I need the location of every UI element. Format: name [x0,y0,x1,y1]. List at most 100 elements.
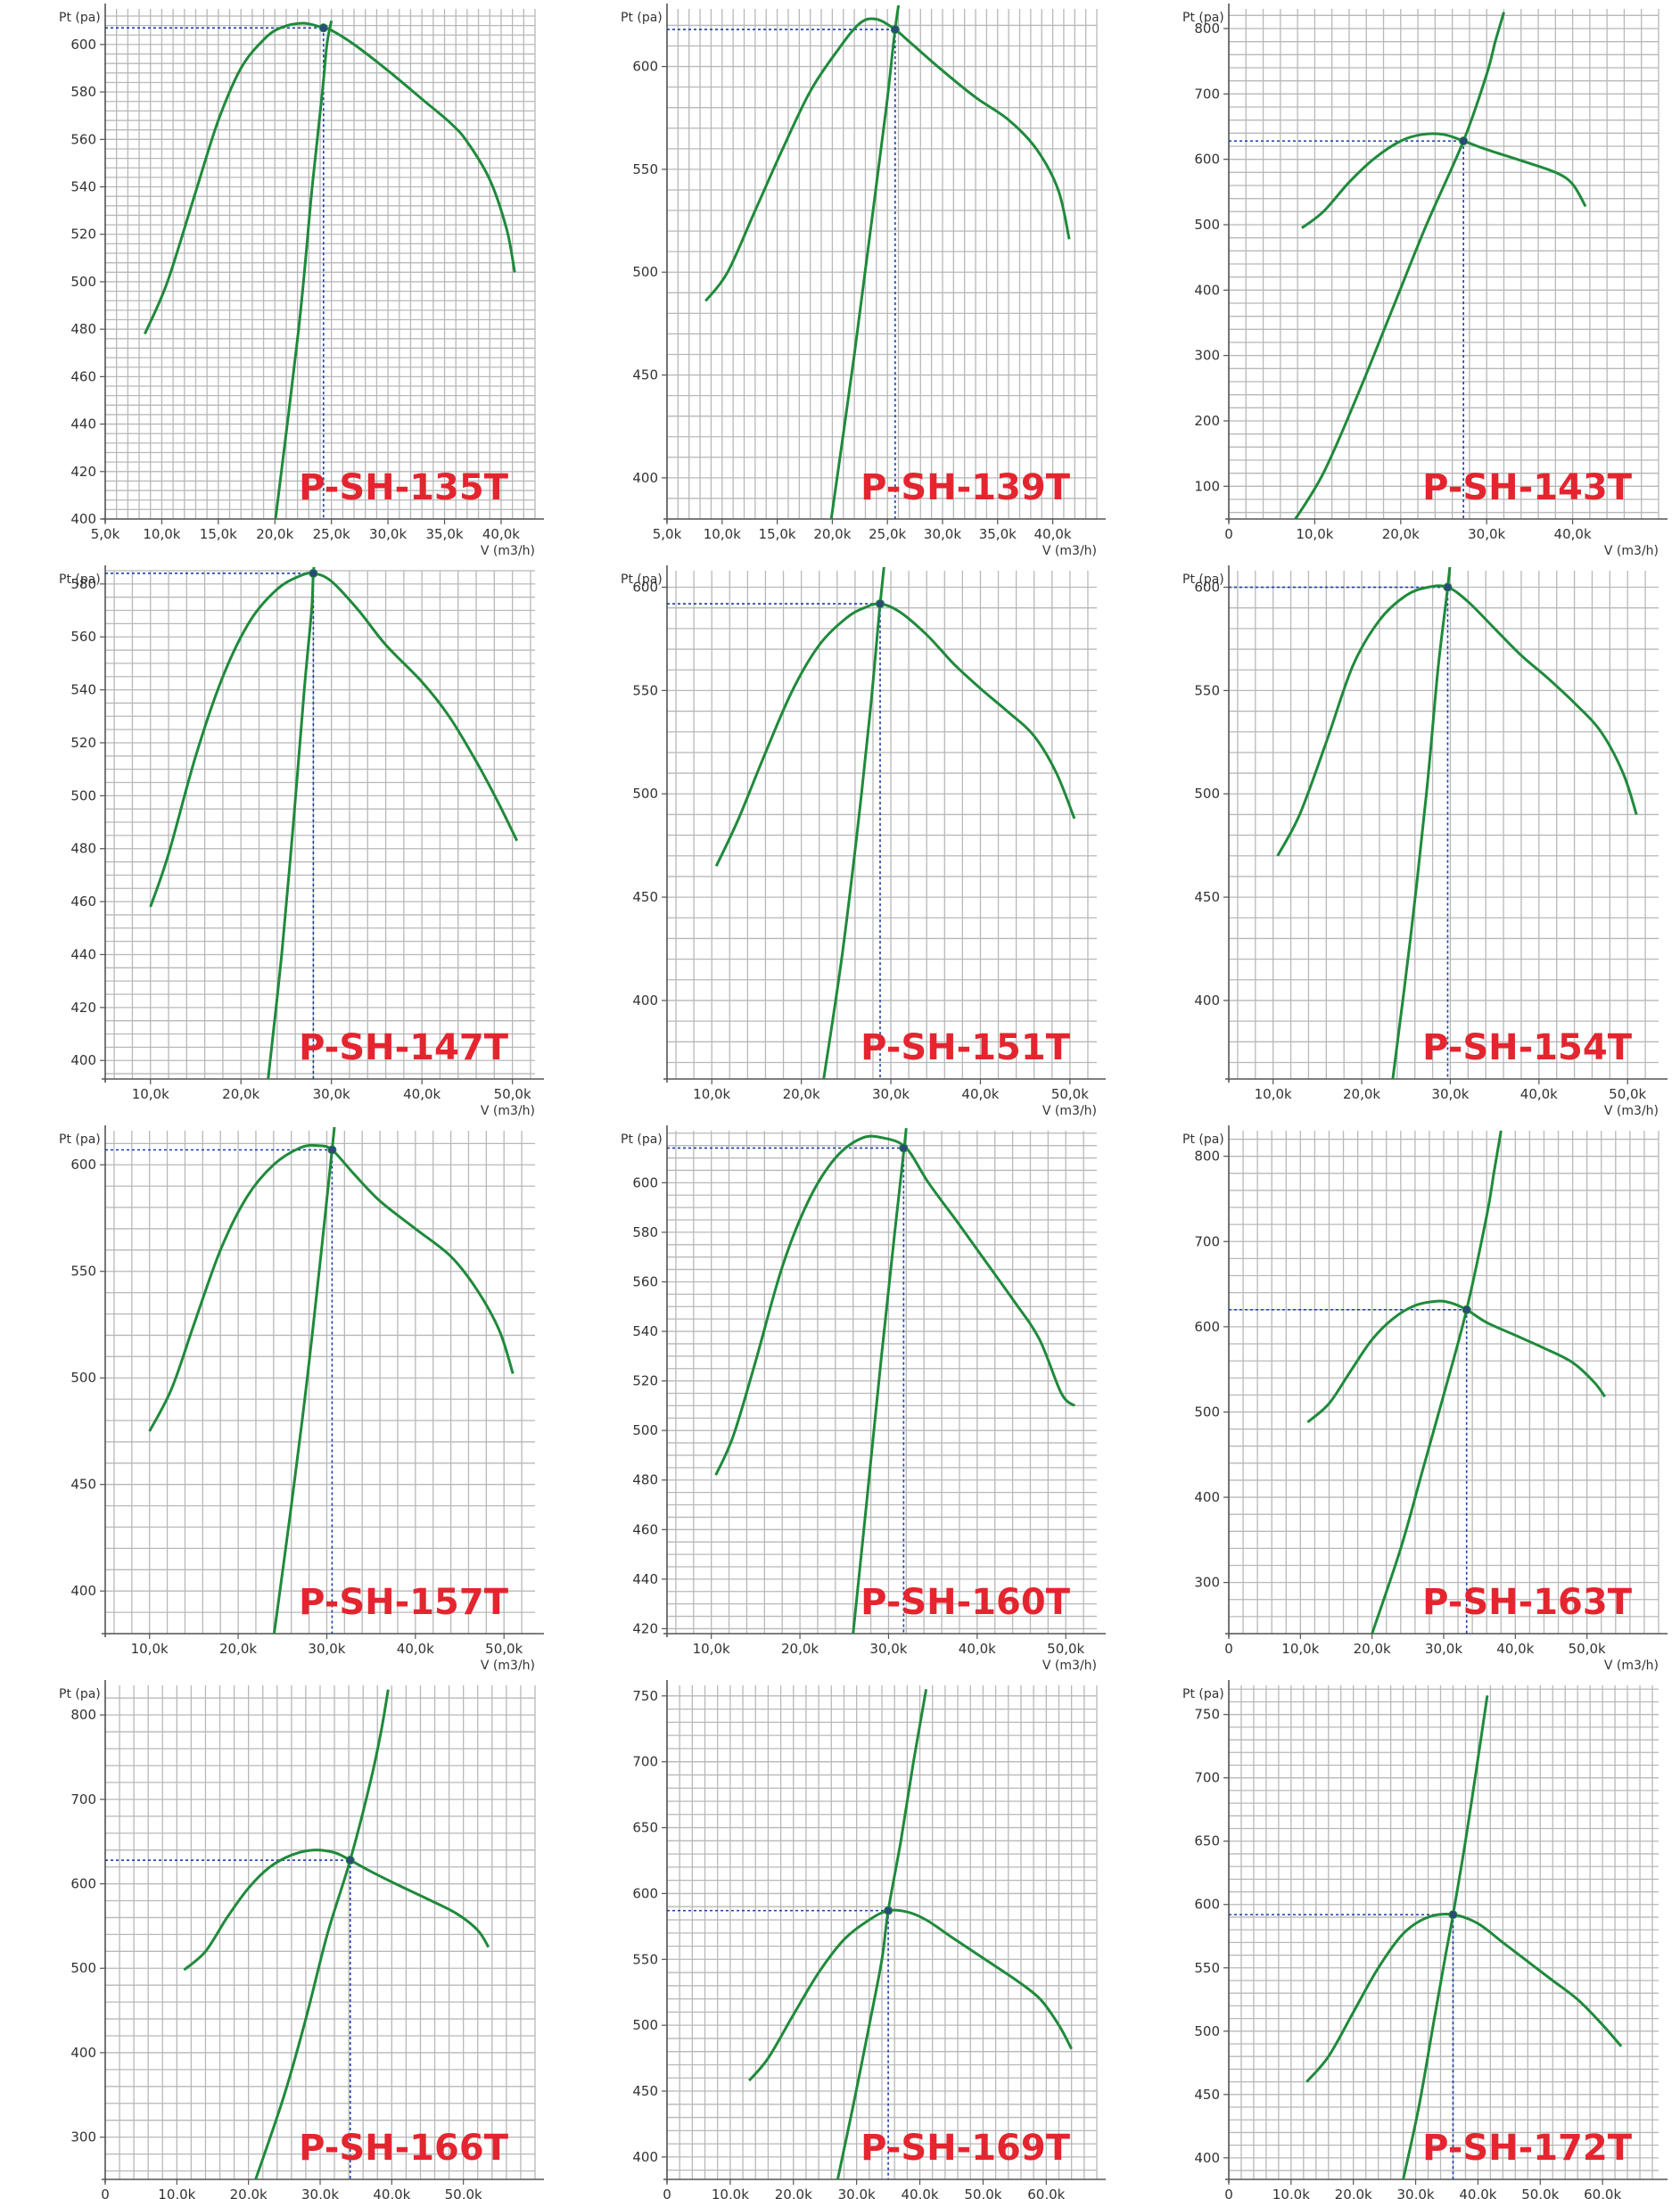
model-label: P-SH-172T [1422,2128,1633,2169]
model-label: P-SH-163T [1422,1582,1633,1623]
curves [1229,1695,1623,2179]
operating-point [899,1143,909,1153]
system-curve [836,1689,928,2179]
y-tick-label: 500 [632,786,658,802]
horizontal-grid-lines [105,1142,535,1635]
fan-curve [704,17,1071,302]
x-axis-title: V (m3/h) [1604,1659,1659,1673]
x-tick-label: 10,0k [131,1641,169,1657]
y-tick-label: 700 [1194,86,1220,102]
chart-panel-p-sh-151t: 400 450 500 550 600 10,0k 20,0k 30,0k 40,0k 50,0k… [621,565,1106,1118]
x-tick-label: 15,0k [200,526,237,542]
y-tick-label: 400 [1194,992,1220,1009]
horizontal-grid-lines [105,1697,535,2172]
y-tick-label: 800 [1194,1149,1220,1165]
chart-panel-p-sh-172t: 400 450 500 550 600 650 700 750 0 10,0k 20,0k 30,0k… [1182,1680,1668,2199]
chart-panel-p-sh-160t: 420 440 460 480 500 520 540 560 580 600 10,0k 20,0k… [621,1125,1106,1673]
x-axis-title: V (m3/h) [1042,1659,1097,1673]
x-tick-label: 30,0k [301,2187,339,2199]
x-tick-label: 30,0k [872,1086,910,1102]
x-tick-label: 20,0k [1382,526,1420,542]
y-tick-label: 600 [632,59,658,75]
y-tick-label: 500 [632,1422,658,1438]
x-tick-label: 0 [663,2187,671,2199]
y-tick-label: 550 [70,1264,96,1280]
y-tick-label: 450 [632,2083,658,2099]
y-axis-title: Pt (pa) [621,11,663,25]
y-tick-label: 420 [632,1620,658,1636]
x-tick-label: 20,0k [219,1641,257,1657]
x-tick-label: 40,0k [1459,2187,1496,2199]
vertical-grid-lines [104,9,536,519]
x-tick-label: 30,0k [308,1641,345,1657]
x-tick-label: 10,0k [1296,526,1333,542]
x-tick-label: 35,0k [979,526,1017,542]
curves [105,567,519,1079]
x-axis-title: V (m3/h) [1042,1104,1097,1118]
y-axis-title: Pt (pa) [59,1687,101,1701]
x-tick-label: 40,0k [1496,1641,1534,1657]
y-axis-title: Pt (pa) [59,1132,101,1147]
y-tick-label: 600 [70,1157,96,1173]
y-tick-label: 450 [70,1477,96,1493]
model-label: P-SH-147T [299,1027,509,1068]
x-tick-label: 10,0k [158,2187,195,2199]
y-tick-label: 420 [70,1000,96,1016]
operating-point [318,23,328,33]
model-label: P-SH-169T [861,2128,1071,2169]
operating-point [1462,1305,1471,1314]
x-tick-label: 30,0k [369,526,407,542]
y-tick-label: 550 [1194,682,1220,698]
y-tick-label: 600 [632,1174,658,1190]
chart-panel-p-sh-157t: 400 450 500 550 600 10,0k 20,0k 30,0k 40,0k 50,0k… [59,1125,544,1673]
y-tick-label: 600 [632,580,658,596]
x-tick-label: 40,0k [397,1641,434,1657]
x-tick-label: 50,0k [494,1086,531,1102]
y-tick-label: 400 [70,1052,96,1068]
system-curve [1293,12,1505,519]
y-tick-label: 400 [632,2149,658,2165]
x-tick-label: 20,0k [813,526,851,542]
x-tick-label: 0 [101,2187,110,2199]
x-tick-label: 20,0k [775,2187,812,2199]
x-axis-title: V (m3/h) [1604,1104,1659,1118]
x-tick-label: 30,0k [1468,526,1505,542]
horizontal-grid-lines [105,570,535,1075]
y-tick-label: 700 [632,1754,658,1770]
chart-panel-p-sh-147t: 400 420 440 460 480 500 520 540 560 580 10,0k 20,0k… [59,565,544,1118]
y-tick-label: 440 [632,1571,658,1587]
operating-point [875,599,885,609]
fan-curve [144,21,516,335]
y-tick-label: 520 [70,735,96,751]
x-tick-label: 30,0k [313,1086,350,1102]
y-tick-label: 400 [1194,1489,1220,1505]
y-tick-label: 800 [70,1707,96,1723]
x-tick-label: 30,0k [924,526,961,542]
system-curve [1391,567,1452,1079]
x-tick-label: 40,0k [403,1086,441,1102]
y-tick-label: 540 [632,1323,658,1339]
x-tick-label: 50,0k [485,1641,523,1657]
y-tick-label: 600 [1194,1897,1220,1913]
vertical-grid-lines [1237,571,1646,1079]
x-tick-label: 30,0k [1425,1641,1462,1657]
x-tick-label: 60,0k [1584,2187,1621,2199]
y-tick-label: 450 [632,367,658,383]
system-curve [267,567,316,1079]
y-tick-label: 300 [1194,1575,1220,1591]
x-tick-label: 30,0k [1397,2187,1435,2199]
x-axis-title: V (m3/h) [481,1104,535,1118]
operating-point [1448,1910,1458,1920]
x-tick-label: 10,0k [1272,2187,1310,2199]
y-tick-label: 440 [70,946,96,962]
x-tick-label: 20,0k [783,1086,820,1102]
x-tick-label: 10,0k [712,2187,749,2199]
y-tick-label: 500 [70,274,96,290]
x-tick-label: 25,0k [313,526,350,542]
fan-curve [714,602,1076,867]
y-tick-label: 450 [1194,2087,1220,2103]
x-tick-label: 40,0k [373,2187,410,2199]
x-tick-label: 0 [1224,526,1233,542]
y-tick-label: 450 [632,889,658,905]
y-tick-label: 580 [70,84,96,100]
